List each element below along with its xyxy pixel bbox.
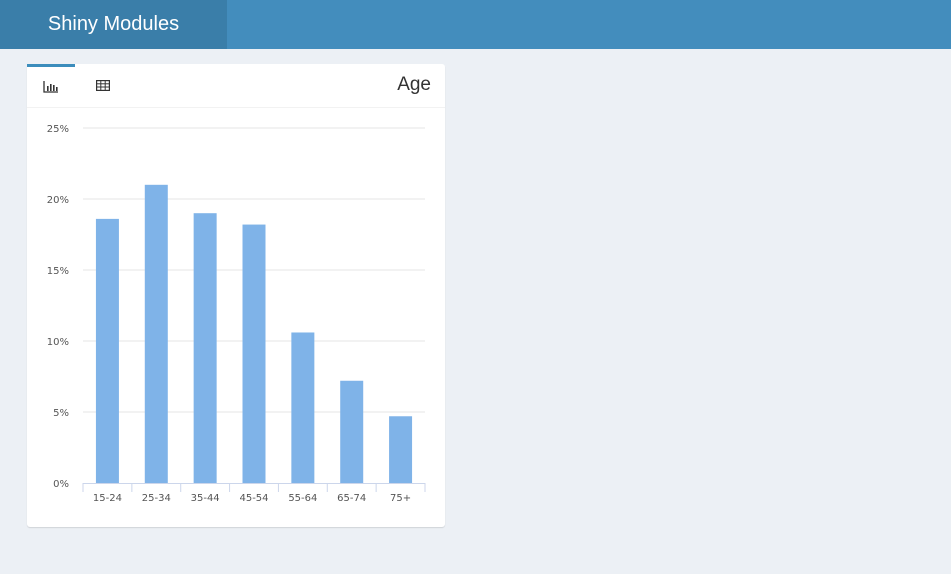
bar-55-64 [291, 332, 315, 483]
bar-65-74 [340, 380, 364, 483]
x-tick-label: 75+ [390, 493, 411, 504]
app-logo-title[interactable]: Shiny Modules [0, 0, 227, 49]
table-icon [96, 80, 110, 91]
box-title: Age [397, 74, 431, 95]
x-tick-label: 25-34 [142, 493, 171, 504]
x-tick-label: 35-44 [191, 493, 220, 504]
bar-chart-icon [43, 81, 58, 93]
tab-table[interactable] [80, 64, 128, 107]
y-tick-label: 15% [47, 266, 69, 277]
y-tick-label: 10% [47, 337, 69, 348]
age-chart-box: Age 0% 5% 10% 15% 20% 25% 15-24 25-34 35-44 45-54… [27, 64, 445, 527]
bar-75+ [389, 416, 413, 483]
bar-25-34 [144, 184, 168, 484]
y-tick-label: 25% [47, 124, 69, 135]
x-tick-label: 55-64 [288, 493, 317, 504]
age-bar-chart: 0% 5% 10% 15% 20% 25% 15-24 25-34 35-44 45-54 55-6… [47, 124, 426, 504]
y-tick-label: 0% [53, 479, 69, 490]
box-tabs: Age [27, 64, 445, 108]
top-header: Shiny Modules [0, 0, 951, 49]
y-tick-label: 20% [47, 195, 69, 206]
tab-chart[interactable] [27, 64, 75, 107]
y-tick-label: 5% [53, 408, 69, 419]
bar-45-54 [242, 224, 266, 483]
bar-15-24 [95, 218, 119, 483]
x-tick-label: 65-74 [337, 493, 366, 504]
x-tick-label: 45-54 [239, 493, 268, 504]
x-tick-label: 15-24 [93, 493, 122, 504]
bar-35-44 [193, 213, 217, 483]
